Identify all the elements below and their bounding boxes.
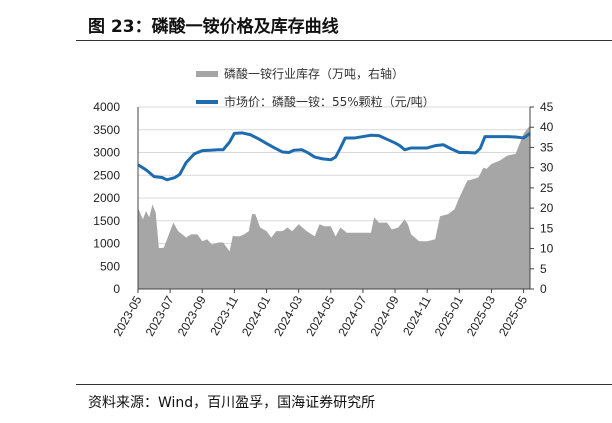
right-tick-label: 5 bbox=[540, 262, 547, 276]
price-line bbox=[137, 131, 531, 182]
left-tick-label: 2500 bbox=[93, 168, 120, 182]
x-tick-label: 2025-03 bbox=[464, 293, 498, 338]
right-tick-label: 45 bbox=[540, 100, 554, 114]
title-rule bbox=[76, 40, 612, 41]
x-tick-label: 2023-07 bbox=[143, 293, 177, 338]
footer-rule bbox=[76, 384, 612, 385]
x-tick-label: 2024-07 bbox=[335, 293, 369, 338]
left-tick-label: 500 bbox=[100, 259, 120, 273]
left-axis-ticks: 0 500 1000 1500 2000 2500 3000 3500 4000 bbox=[93, 100, 120, 296]
left-tick-label: 2000 bbox=[93, 191, 120, 205]
right-tick-label: 40 bbox=[540, 120, 554, 134]
x-tick-label: 2025-05 bbox=[496, 293, 530, 338]
right-axis-ticks: 0 5 10 15 20 25 30 35 40 45 bbox=[540, 100, 554, 296]
source-note: 资料来源：Wind，百川盈孚，国海证券研究所 bbox=[88, 395, 376, 411]
legend: 磷酸一铵行业库存（万吨，右轴） 市场价：磷酸一铵：55%颗粒（元/吨） bbox=[196, 66, 435, 109]
right-tick-label: 10 bbox=[540, 242, 554, 256]
right-tick-label: 15 bbox=[540, 221, 554, 235]
left-tick-label: 1000 bbox=[93, 237, 120, 251]
left-tick-label: 3500 bbox=[93, 123, 120, 137]
right-tick-label: 30 bbox=[540, 161, 554, 175]
right-tick-label: 0 bbox=[540, 282, 547, 296]
x-tick-label: 2024-11 bbox=[400, 293, 434, 338]
left-tick-label: 3000 bbox=[93, 146, 120, 160]
right-tick-label: 35 bbox=[540, 140, 554, 154]
right-tick-label: 25 bbox=[540, 181, 554, 195]
right-tick-label: 20 bbox=[540, 201, 554, 215]
legend-inventory-label: 磷酸一铵行业库存（万吨，右轴） bbox=[224, 66, 404, 81]
left-tick-label: 4000 bbox=[93, 100, 120, 114]
x-tick-label: 2024-01 bbox=[239, 293, 273, 338]
x-tick-label: 2023-05 bbox=[110, 293, 144, 338]
x-tick-label: 2025-01 bbox=[432, 293, 466, 338]
figure-title: 图 23：磷酸一铵价格及库存曲线 bbox=[88, 17, 339, 37]
legend-price-label: 市场价：磷酸一铵：55%颗粒（元/吨） bbox=[224, 94, 435, 109]
legend-price-swatch bbox=[196, 100, 218, 104]
x-tick-label: 2024-09 bbox=[367, 293, 401, 338]
chart: 0 500 1000 1500 2000 2500 3000 3500 4000 0 5 10 15 2… bbox=[93, 66, 554, 339]
x-tick-label: 2024-05 bbox=[303, 293, 337, 338]
left-tick-label: 0 bbox=[113, 282, 120, 296]
x-tick-label: 2024-03 bbox=[271, 293, 305, 338]
x-tick-label: 2023-09 bbox=[175, 293, 209, 338]
axes bbox=[137, 106, 534, 293]
x-tick-label: 2023-11 bbox=[207, 293, 241, 338]
left-tick-label: 1500 bbox=[93, 214, 120, 228]
x-axis-ticks: 2023-052023-072023-092023-112024-012024-… bbox=[110, 293, 530, 338]
inventory-area bbox=[138, 125, 530, 289]
legend-inventory-swatch bbox=[196, 71, 218, 77]
